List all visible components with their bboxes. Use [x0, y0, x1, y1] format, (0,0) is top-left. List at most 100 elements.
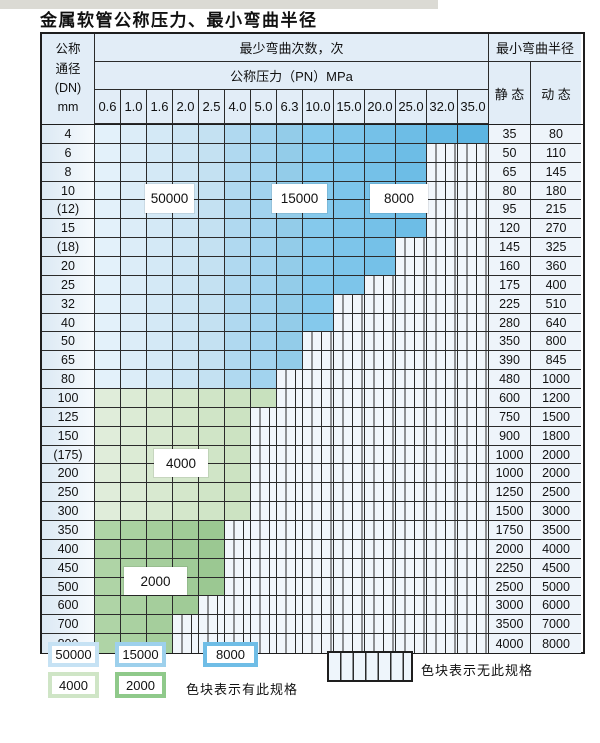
- pn-cell-not-available: [303, 521, 334, 540]
- pn-cell-available: [121, 143, 147, 163]
- pn-cell-available: [95, 558, 121, 578]
- pn-cell-available: [365, 162, 396, 182]
- pn-cell-not-available: [225, 596, 251, 616]
- pn-cell-available: [95, 615, 121, 635]
- pn-cell-not-available: [396, 426, 427, 446]
- pn-cell-available: [95, 370, 121, 390]
- pn-cell-available: [303, 294, 334, 314]
- pn-cell-available: [334, 125, 365, 144]
- pn-value-header: 0.6: [95, 90, 121, 124]
- pn-cell-available: [365, 238, 396, 258]
- static-radius-cell: 145: [489, 238, 531, 258]
- static-radius-cell: 390: [489, 351, 531, 371]
- page-title: 金属软管公称压力、最小弯曲半径: [40, 11, 318, 31]
- pn-cell-not-available: [396, 238, 427, 258]
- pn-cell-not-available: [396, 407, 427, 427]
- pn-cell-available: [277, 125, 303, 144]
- pn-cell-available: [147, 125, 173, 144]
- pn-cell-available: [173, 332, 199, 352]
- pn-cell-not-available: [365, 426, 396, 446]
- pn-cell-not-available: [396, 464, 427, 484]
- dynamic-radius-cell: 400: [531, 275, 581, 295]
- pn-cell-not-available: [365, 596, 396, 616]
- pn-cell-not-available: [303, 351, 334, 371]
- pn-cell-not-available: [334, 577, 365, 597]
- pn-cell-available: [199, 351, 225, 371]
- dynamic-radius-cell: 3000: [531, 502, 581, 522]
- dn-cell: 32: [42, 294, 95, 314]
- legend-has-spec-text: 色块表示有此规格: [186, 682, 299, 697]
- legend-no-spec-text: 色块表示无此规格: [421, 663, 534, 678]
- pn-cell-available: [121, 596, 147, 616]
- pn-cell-not-available: [365, 464, 396, 484]
- dn-cell: (18): [42, 238, 95, 258]
- pn-cell-not-available: [427, 238, 458, 258]
- static-radius-cell: 4000: [489, 634, 531, 654]
- static-radius-cell: 750: [489, 407, 531, 427]
- pn-cell-not-available: [251, 407, 277, 427]
- pn-cell-not-available: [199, 596, 225, 616]
- table-row-dn-250: 250 1250 2500: [42, 483, 583, 503]
- pn-cell-available: [396, 143, 427, 163]
- pn-value-header: 20.0: [365, 90, 396, 124]
- dn-header-line: 公称: [55, 42, 81, 57]
- dn-cell: (175): [42, 445, 95, 465]
- pn-cell-not-available: [365, 294, 396, 314]
- dynamic-radius-cell: 215: [531, 200, 581, 220]
- pn-cell-available: [147, 502, 173, 522]
- static-radius-cell: 120: [489, 219, 531, 239]
- dn-cell: 150: [42, 426, 95, 446]
- pn-cell-available: [95, 257, 121, 276]
- static-radius-cell: 2250: [489, 558, 531, 578]
- pn-cell-available: [147, 389, 173, 408]
- pn-cell-available: [225, 257, 251, 276]
- pn-cell-not-available: [427, 464, 458, 484]
- pn-cell-available: [225, 502, 251, 522]
- pn-cell-not-available: [303, 426, 334, 446]
- pn-cell-not-available: [303, 558, 334, 578]
- pn-cell-available: [251, 125, 277, 144]
- pn-cell-available: [95, 483, 121, 503]
- pn-cell-available: [147, 257, 173, 276]
- pn-cell-available: [225, 162, 251, 182]
- pn-cell-not-available: [303, 539, 334, 559]
- table-row-dn-50: 50 350 800: [42, 332, 583, 352]
- pn-cell-not-available: [458, 577, 489, 597]
- pn-cell-available: [225, 125, 251, 144]
- table-row-dn-8: 8 65 145: [42, 162, 583, 182]
- table-row-dn-175: (175) 1000 2000: [42, 445, 583, 465]
- dn-cell: 50: [42, 332, 95, 352]
- pn-cell-not-available: [303, 596, 334, 616]
- zone-label-50000: 50000: [145, 184, 194, 213]
- pn-cell-available: [225, 332, 251, 352]
- static-radius-cell: 35: [489, 125, 531, 144]
- pn-cell-not-available: [427, 389, 458, 408]
- pn-cell-not-available: [427, 370, 458, 390]
- pn-cell-not-available: [396, 389, 427, 408]
- pn-cell-not-available: [427, 634, 458, 654]
- pn-cell-not-available: [458, 445, 489, 465]
- table-row-dn-80: 80 480 1000: [42, 370, 583, 390]
- static-radius-cell: 1250: [489, 483, 531, 503]
- dynamic-radius-cell: 80: [531, 125, 581, 144]
- pn-cell-available: [251, 332, 277, 352]
- pn-cell-available: [303, 238, 334, 258]
- pn-cell-not-available: [396, 634, 427, 654]
- static-radius-cell: 1000: [489, 445, 531, 465]
- pn-cell-not-available: [365, 370, 396, 390]
- pn-cell-not-available: [277, 389, 303, 408]
- pn-cell-available: [225, 445, 251, 465]
- pn-cell-not-available: [303, 332, 334, 352]
- pn-cell-available: [121, 521, 147, 540]
- pn-cell-not-available: [396, 521, 427, 540]
- dynamic-radius-cell: 7000: [531, 615, 581, 635]
- pn-cell-available: [251, 238, 277, 258]
- pn-cell-available: [147, 596, 173, 616]
- pn-cell-available: [334, 162, 365, 182]
- pn-cell-not-available: [277, 483, 303, 503]
- pn-cell-available: [173, 426, 199, 446]
- pn-cell-not-available: [427, 596, 458, 616]
- pn-cell-not-available: [225, 615, 251, 635]
- static-radius-cell: 3500: [489, 615, 531, 635]
- pn-cell-available: [147, 332, 173, 352]
